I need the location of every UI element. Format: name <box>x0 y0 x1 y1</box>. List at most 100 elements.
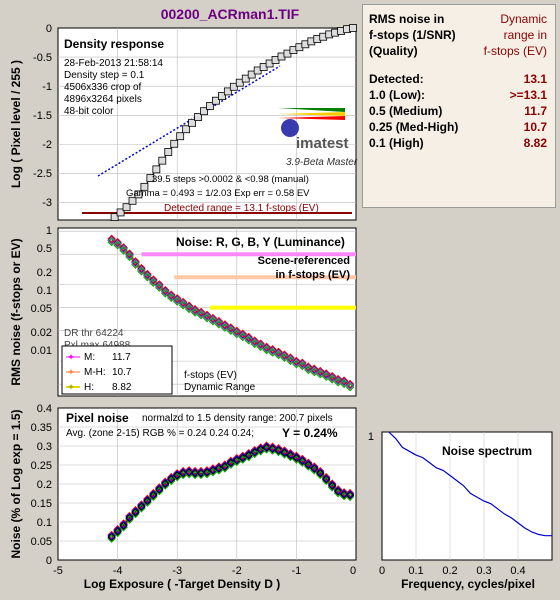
pixel-point <box>304 459 313 469</box>
density-point <box>164 148 173 156</box>
noise-point <box>238 331 247 340</box>
pixel-point <box>327 479 337 488</box>
noise-point <box>131 259 140 268</box>
pixel-point <box>262 442 271 451</box>
pixel-point <box>286 451 295 460</box>
density-ytick: -2 <box>42 139 52 151</box>
pixel-point <box>167 475 176 484</box>
noise-point <box>345 381 355 391</box>
density-point <box>182 125 191 134</box>
noise-title: Noise: R, G, B, Y (Luminance) <box>176 235 345 249</box>
noise-point <box>226 323 236 332</box>
noise-point <box>262 342 271 352</box>
noise-point <box>238 329 247 338</box>
pixel-ytick: 0.1 <box>37 517 52 529</box>
noise-point <box>268 346 277 356</box>
pixel-point <box>310 462 319 471</box>
summary-row-label: 1.0 (Low): <box>369 88 425 102</box>
spectrum-grid <box>415 432 519 560</box>
pixel-point <box>143 496 152 506</box>
pixel-title: Pixel noise <box>66 411 129 425</box>
pixel-point <box>286 450 295 459</box>
pixel-ylabel: Noise (% of Log exp = 1.5) <box>9 409 23 558</box>
summary-header-right: Dynamic range in f-stops (EV) <box>484 11 547 59</box>
density-point <box>152 165 161 174</box>
version-text: 3.9-Beta Master <box>286 157 358 168</box>
pixel-norm-text: normalzd to 1.5 density range: 200.7 pix… <box>142 413 333 424</box>
scene-line: in f-stops (EV) <box>275 269 350 281</box>
legend-value: 11.7 <box>112 352 131 363</box>
pixel-point <box>184 467 194 476</box>
range-caption: Dynamic Range <box>184 382 256 393</box>
noise-point <box>119 245 128 254</box>
legend-label: M: <box>84 352 95 363</box>
density-point <box>170 139 179 148</box>
pixel-point <box>208 466 218 475</box>
density-ylabel: Log ( Pixel level / 255 ) <box>9 60 23 188</box>
noise-ytick: 0.1 <box>37 285 52 297</box>
density-point <box>206 102 214 110</box>
pixel-ytick: 0 <box>46 555 52 567</box>
density-info-line: 4506x336 crop of <box>64 82 142 93</box>
density-point <box>217 92 226 100</box>
summary-row-label: 0.25 (Med-High) <box>369 120 459 134</box>
noise-point <box>196 309 206 319</box>
noise-point <box>256 339 265 348</box>
noise-point <box>220 320 230 329</box>
noise-point <box>113 237 122 247</box>
density-ytick: -0.5 <box>33 52 52 64</box>
pixel-point <box>161 478 170 488</box>
pixel-point <box>274 445 283 454</box>
pixel-point <box>137 501 146 510</box>
noise-point <box>178 297 188 307</box>
summary-row-label: 0.5 (Medium) <box>369 104 443 118</box>
noise-point <box>107 234 116 243</box>
noise-point <box>220 322 230 331</box>
logo-text: imatest <box>296 135 349 152</box>
pixel-point <box>345 491 355 500</box>
noise-markers <box>107 234 355 392</box>
noise-point <box>161 287 170 297</box>
pixel-point <box>190 466 200 476</box>
noise-point <box>143 271 152 281</box>
noise-point <box>184 301 194 310</box>
legend-marker-icon: ✦ <box>67 352 75 362</box>
noise-point <box>268 345 277 354</box>
noise-ytick: 0.02 <box>31 327 52 339</box>
density-ytick: -2.5 <box>33 168 52 180</box>
density-point <box>176 132 185 141</box>
pixel-point <box>268 443 277 453</box>
pixel-point <box>316 466 325 476</box>
pixel-point <box>137 500 146 509</box>
spectrum-title: Noise spectrum <box>442 444 532 458</box>
density-point <box>247 70 256 79</box>
noise-point <box>214 316 224 326</box>
pixel-point <box>113 525 122 534</box>
pixel-point <box>244 450 253 459</box>
noise-legend <box>61 345 173 395</box>
density-point <box>122 203 131 212</box>
noise-point <box>119 243 128 252</box>
summary-header-right-line: range in <box>503 28 547 42</box>
noise-point <box>161 285 170 295</box>
summary-row: 1.0 (Low): >=13.1 <box>369 87 547 103</box>
noise-legend-items: ✦ M: 11.7 ✦ M-H: 10.7 ✦ H: 8.82 <box>66 352 132 393</box>
density-title: Density response <box>64 37 164 51</box>
pixel-point <box>214 464 224 474</box>
pixel-point <box>149 488 158 498</box>
density-y-ticks: 0 -0.5 -1 -1.5 -2 -2.5 -3 <box>33 23 52 209</box>
noise-ylabel: RMS noise (f-stops or EV) <box>9 238 23 385</box>
pixel-point <box>310 463 319 472</box>
noise-point <box>167 290 176 299</box>
legend-label: H: <box>84 382 94 393</box>
spectrum-xtick: 0.4 <box>510 565 525 577</box>
detected-range-label: Detected range = 13.1 f-stops (EV) <box>164 203 319 214</box>
gamma-line: Gamma = 0.493 = 1/2.03 Exp err = 0.58 EV <box>126 188 310 199</box>
noise-point <box>190 306 200 316</box>
imatest-logo: imatest <box>278 108 349 152</box>
pixel-point <box>298 454 307 464</box>
pixel-ytick: 0.05 <box>31 536 52 548</box>
pixel-point <box>107 532 116 542</box>
steps-line: 39.5 steps >0.0002 & <0.98 (manual) <box>152 174 309 185</box>
